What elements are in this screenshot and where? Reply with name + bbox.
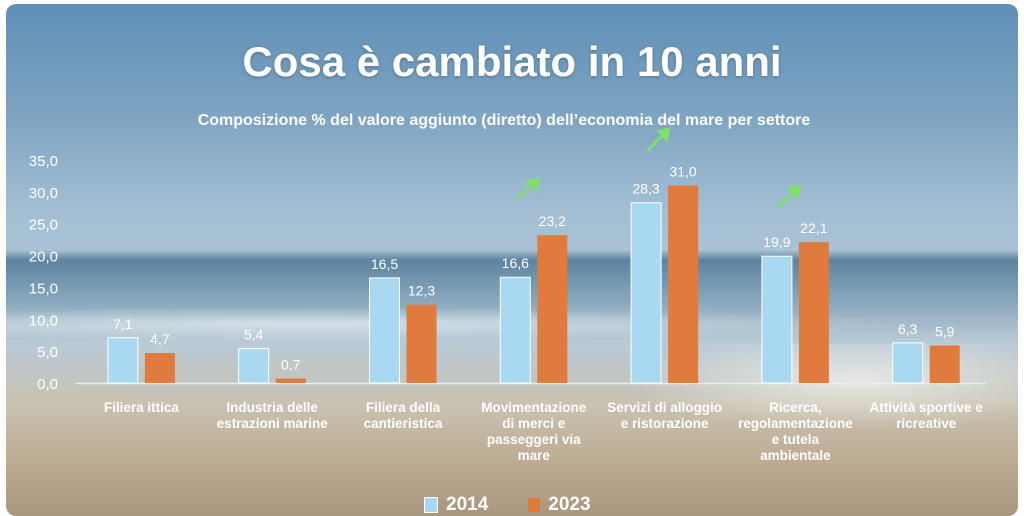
bar-2023-4 (668, 185, 699, 383)
data-label: 6,3 (898, 321, 918, 337)
legend: 2014 2023 (424, 492, 623, 516)
data-label: 23,2 (539, 213, 566, 229)
data-label: 4,7 (150, 331, 170, 347)
bar-2014-1 (238, 348, 270, 384)
y-tick-label: 30,0 (29, 185, 58, 202)
data-label: 12,3 (408, 283, 435, 299)
x-tick-label: di merci e (502, 416, 566, 431)
x-tick-label: Ricerca, (769, 400, 822, 415)
bar-2023-0 (144, 353, 175, 383)
chart-title: Cosa è cambiato in 10 anni (242, 38, 782, 85)
bar-2014-0 (107, 337, 139, 384)
chart-subtitle: Composizione % del valore aggiunto (dire… (197, 112, 811, 129)
data-label: 16,6 (502, 255, 529, 271)
x-tick-label: ricreative (896, 416, 957, 431)
data-label: 28,3 (632, 181, 659, 197)
x-tick-label: mare (518, 448, 551, 463)
legend-swatch-2014 (424, 497, 438, 513)
bar-2023-5 (798, 242, 829, 383)
legend-swatch-2023 (528, 498, 541, 512)
bar-2014-3 (499, 276, 531, 384)
data-label: 5,4 (244, 327, 264, 343)
up-right-arrow-icon (646, 127, 671, 152)
bar-chart: 0,0 5,0 10,0 15,0 20,0 25,0 30,0 35,0 7,1 4,7 Fili… (29, 127, 986, 463)
y-tick-label: 15,0 (29, 280, 58, 297)
x-tick-label: regolamentazione (738, 416, 853, 431)
bar-2023-2 (406, 304, 437, 383)
x-tick-label: Servizi di alloggio (607, 400, 722, 415)
x-tick-label: estrazioni marine (217, 416, 329, 431)
data-label: 31,0 (669, 163, 696, 179)
up-right-arrow-icon (515, 177, 540, 202)
bar-2023-6 (929, 345, 960, 383)
y-tick-label: 35,0 (29, 153, 58, 170)
data-label: 16,5 (371, 256, 398, 272)
y-tick-label: 20,0 (29, 249, 58, 266)
x-tick-label: Attività sportive e (870, 400, 984, 415)
y-tick-label: 0,0 (37, 376, 58, 393)
legend-label-2023: 2023 (548, 494, 591, 515)
x-tick-label: ambientale (760, 448, 831, 463)
bar-2014-2 (369, 277, 400, 384)
x-tick-label: e tutela (772, 432, 820, 447)
data-label: 22,1 (800, 220, 827, 236)
data-label: 5,9 (935, 323, 955, 339)
x-tick-label: Movimentazione (481, 400, 587, 415)
legend-label-2014: 2014 (446, 494, 489, 515)
data-label: 7,1 (113, 316, 133, 332)
y-tick-label: 25,0 (29, 217, 58, 234)
x-tick-label: Filiera ittica (104, 400, 180, 415)
up-right-arrow-icon (777, 184, 802, 209)
x-tick-label: cantieristica (364, 416, 443, 431)
x-tick-label: e ristorazione (621, 416, 709, 431)
y-tick-label: 10,0 (29, 312, 58, 329)
y-tick-label: 5,0 (37, 344, 58, 361)
chart-slide: Cosa è cambiato in 10 anni Composizione … (6, 4, 1018, 516)
x-tick-label: Filiera della (366, 400, 441, 415)
bar-2023-3 (537, 235, 568, 383)
data-label: 19,9 (763, 234, 790, 250)
x-tick-label: passeggeri via (487, 432, 581, 447)
data-label: 0,7 (281, 357, 301, 373)
bar-2014-5 (761, 255, 793, 384)
bar-2014-6 (892, 342, 924, 384)
bar-2023-1 (275, 378, 306, 383)
x-tick-label: Industria delle (226, 400, 318, 415)
bar-2014-4 (630, 202, 662, 384)
